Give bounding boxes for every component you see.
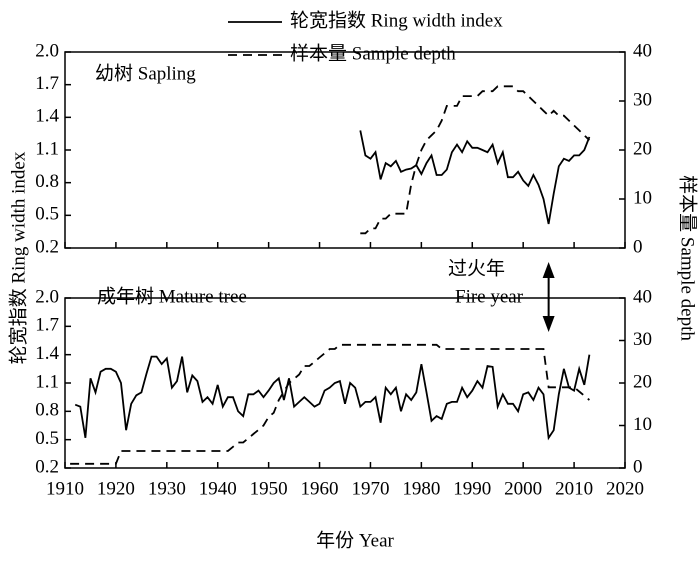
y-tick-label: 1.1 bbox=[35, 371, 59, 392]
y-tick-label: 1.4 bbox=[35, 343, 59, 364]
y2-tick-label: 10 bbox=[633, 414, 652, 435]
y-tick-label: 0.2 bbox=[35, 236, 59, 257]
annotation: 过火年 bbox=[448, 257, 505, 279]
y-tick-label: 0.8 bbox=[35, 400, 59, 421]
x-tick-label: 2010 bbox=[555, 478, 593, 499]
x-tick-label: 1930 bbox=[148, 478, 186, 499]
y-tick-label: 1.7 bbox=[35, 73, 59, 94]
legend-label: 轮宽指数 Ring width index bbox=[290, 9, 503, 31]
y2-tick-label: 20 bbox=[633, 371, 652, 392]
y-tick-label: 2.0 bbox=[35, 40, 59, 61]
y-tick-label: 1.7 bbox=[35, 315, 59, 336]
index-line bbox=[359, 130, 591, 225]
y2-tick-label: 10 bbox=[633, 187, 652, 208]
index-line bbox=[74, 354, 591, 441]
annotation: 成年树 Mature tree bbox=[97, 285, 247, 307]
y2-axis-label: 样本量 Sample depth bbox=[677, 175, 699, 341]
arrow-head bbox=[542, 262, 555, 278]
x-tick-label: 1970 bbox=[351, 478, 389, 499]
x-axis-label: 年份 Year bbox=[316, 529, 394, 551]
y2-tick-label: 20 bbox=[633, 138, 652, 159]
y-tick-label: 1.1 bbox=[35, 138, 59, 159]
y2-tick-label: 0 bbox=[633, 456, 643, 477]
x-tick-label: 1910 bbox=[46, 478, 84, 499]
y2-tick-label: 40 bbox=[633, 286, 652, 307]
y-tick-label: 1.4 bbox=[35, 106, 59, 127]
x-tick-label: 1950 bbox=[250, 478, 288, 499]
y-tick-label: 0.5 bbox=[35, 204, 59, 225]
arrow-head bbox=[542, 316, 555, 332]
x-tick-label: 2000 bbox=[504, 478, 542, 499]
x-tick-label: 2020 bbox=[606, 478, 644, 499]
x-tick-label: 1960 bbox=[301, 478, 339, 499]
y2-tick-label: 40 bbox=[633, 40, 652, 61]
y-tick-label: 0.8 bbox=[35, 171, 59, 192]
y-tick-label: 2.0 bbox=[35, 286, 59, 307]
y-tick-label: 0.5 bbox=[35, 428, 59, 449]
depth-line bbox=[360, 85, 591, 235]
legend-label: 样本量 Sample depth bbox=[290, 42, 456, 64]
y2-tick-label: 30 bbox=[633, 89, 652, 110]
plot-frame bbox=[64, 297, 626, 469]
annotation: Fire year bbox=[455, 286, 524, 307]
y2-tick-label: 30 bbox=[633, 329, 652, 350]
y2-tick-label: 0 bbox=[633, 236, 643, 257]
x-tick-label: 1990 bbox=[453, 478, 491, 499]
x-tick-label: 1940 bbox=[199, 478, 237, 499]
x-tick-label: 1920 bbox=[97, 478, 135, 499]
y-axis-label: 轮宽指数 Ring width index bbox=[7, 151, 29, 364]
annotation: 幼树 Sapling bbox=[95, 62, 196, 84]
x-tick-label: 1980 bbox=[402, 478, 440, 499]
y-tick-label: 0.2 bbox=[35, 456, 59, 477]
depth-line bbox=[70, 343, 590, 465]
